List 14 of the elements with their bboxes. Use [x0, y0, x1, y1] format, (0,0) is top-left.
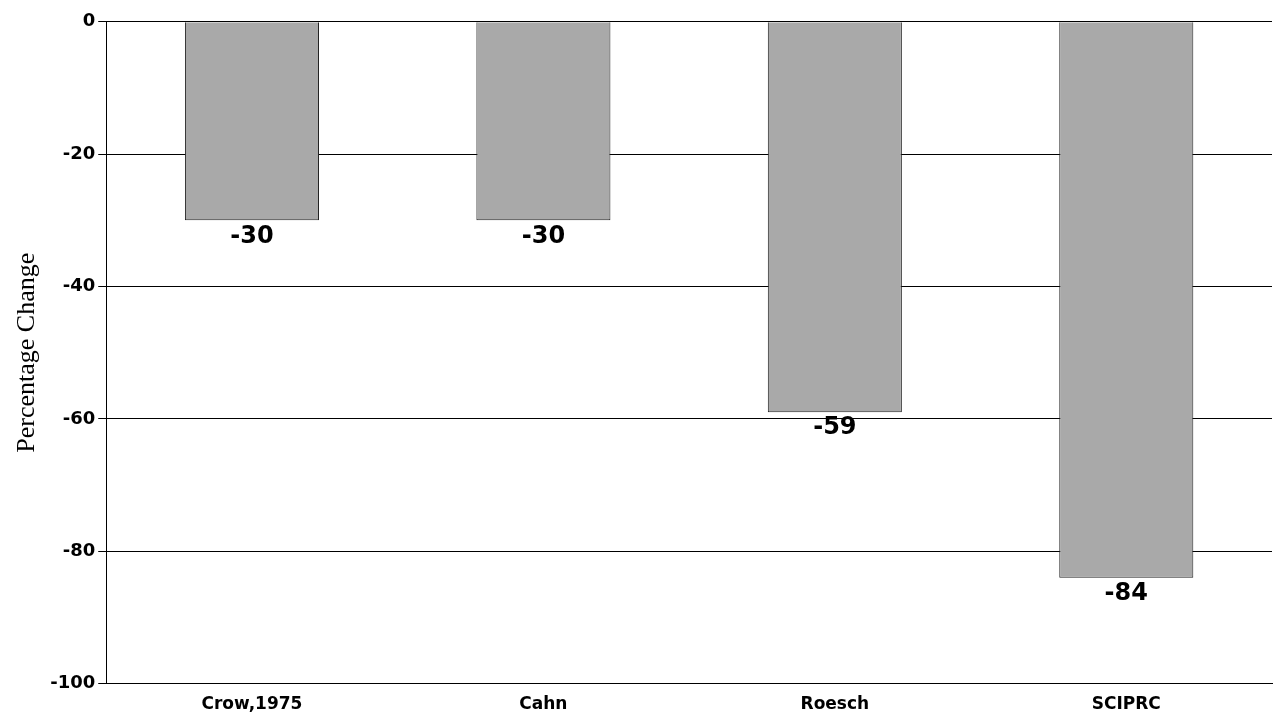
data-label: -30: [521, 220, 566, 249]
y-tick-label: -60: [62, 406, 96, 428]
y-tick-label: -20: [62, 141, 96, 163]
x-tick-label: Roesch: [800, 693, 870, 714]
x-tick-label: SCIPRC: [1091, 693, 1161, 714]
y-tick-label: -100: [50, 671, 96, 693]
x-tick-label: Crow,1975: [201, 693, 303, 714]
y-tick-label: -80: [62, 538, 96, 560]
data-label: -30: [230, 220, 274, 249]
data-label: -84: [1104, 577, 1148, 606]
y-tick-label: 0: [82, 9, 96, 31]
y-tick-label: -40: [62, 274, 96, 296]
x-tick-label: Cahn: [519, 693, 568, 714]
y-axis-title: Percentage Change: [11, 252, 41, 453]
